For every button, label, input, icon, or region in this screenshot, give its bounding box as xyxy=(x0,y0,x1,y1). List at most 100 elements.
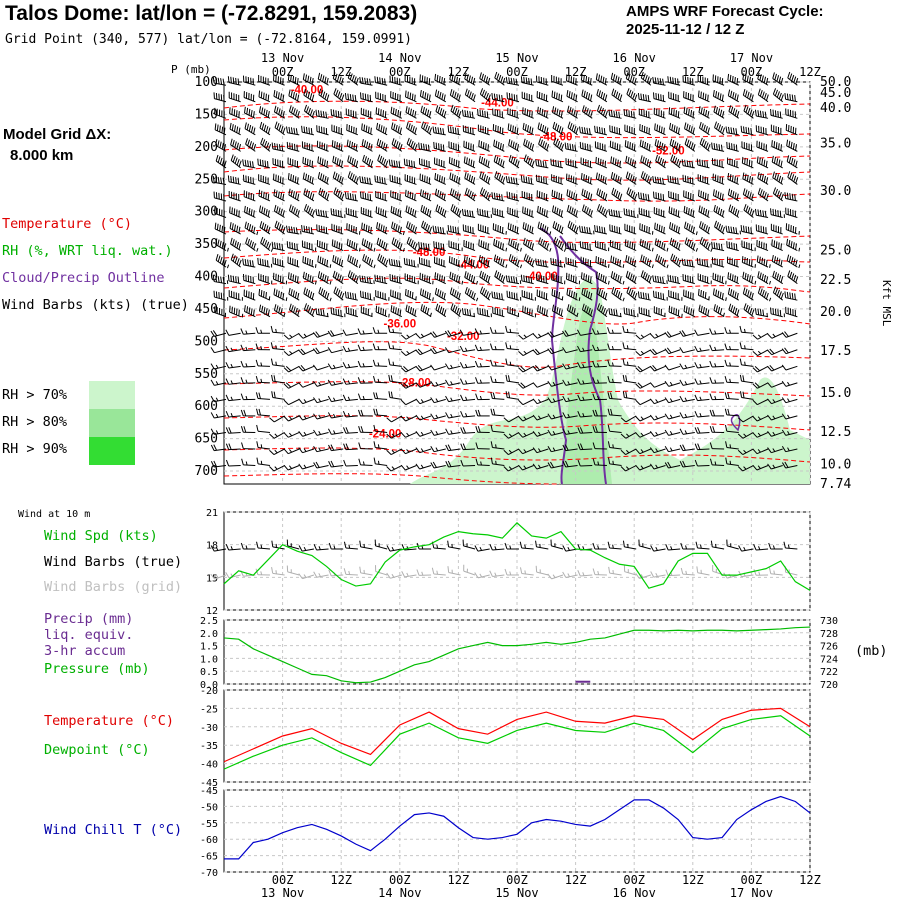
wind-barb xyxy=(532,414,549,421)
wind-barb xyxy=(562,379,578,386)
wind-barb xyxy=(257,158,271,169)
wind-barb xyxy=(770,208,785,218)
wind-barb xyxy=(419,173,432,185)
wind-barb xyxy=(244,205,256,218)
wind-barb xyxy=(273,89,285,103)
wind-barb xyxy=(420,105,432,119)
wind-barb xyxy=(287,256,300,268)
wind-barb xyxy=(518,415,534,422)
pressure-tick-label: 150 xyxy=(195,107,218,122)
wind-barb xyxy=(332,72,344,86)
wind-barb xyxy=(357,393,373,401)
bottom-time-tick-label: 00Z xyxy=(741,873,763,887)
wind-barb xyxy=(302,156,315,169)
wind-barb xyxy=(406,121,417,136)
wind-barb xyxy=(784,192,798,202)
wind-barb xyxy=(522,206,534,218)
wind-barb xyxy=(215,154,227,169)
wind-barb xyxy=(591,328,607,335)
wind-barb xyxy=(298,398,315,405)
wind-barb xyxy=(474,344,490,352)
wind-barb xyxy=(608,109,622,119)
wind-barb xyxy=(357,328,373,335)
wind-barb xyxy=(772,286,784,301)
wind-barb xyxy=(283,365,300,373)
wind-barb-grid xyxy=(386,572,402,579)
wind-barb-10m xyxy=(550,539,564,550)
wind-barb xyxy=(565,74,578,86)
wind-barb xyxy=(679,395,695,403)
wind-barb xyxy=(317,255,332,268)
wind-barb xyxy=(240,426,256,433)
wind-barb xyxy=(740,125,754,136)
wind-barb xyxy=(562,363,578,370)
wind-barb xyxy=(477,223,490,235)
wind-barb xyxy=(724,375,739,384)
wind-barb xyxy=(450,104,462,119)
wind-barb xyxy=(283,382,300,389)
wind-barb xyxy=(551,106,564,119)
wind-barb xyxy=(214,123,227,136)
page-title: Talos Dome: lat/lon = (-72.8291, 159.208… xyxy=(5,2,418,25)
forecast-cycle-label: AMPS WRF Forecast Cycle: xyxy=(626,3,824,20)
wind-barb xyxy=(342,410,358,418)
wind-barb xyxy=(566,189,578,202)
wind-barb xyxy=(287,157,300,169)
wind-barb xyxy=(577,362,593,369)
wind-barb xyxy=(342,378,358,385)
wind-barb xyxy=(523,237,535,251)
wind-barb xyxy=(210,347,227,354)
wind-barb xyxy=(316,125,329,136)
wind-barb xyxy=(610,271,625,285)
height-tick-label: 7.74 xyxy=(820,477,851,492)
wind-barb xyxy=(450,203,462,218)
wind-barb xyxy=(258,205,271,218)
wind-barb xyxy=(270,358,285,367)
pressure-tick-label-right: 722 xyxy=(820,667,838,678)
windchill-panel-tick-label: -50 xyxy=(200,802,218,813)
wind-barb xyxy=(551,75,564,86)
wind-barb xyxy=(342,329,358,336)
wind-barb xyxy=(767,382,783,388)
wind-barb xyxy=(581,89,593,103)
isotherm xyxy=(223,277,811,293)
wind-barb xyxy=(724,343,739,351)
wind-barb xyxy=(343,427,358,434)
wind-barb xyxy=(387,325,402,334)
wind-barb xyxy=(374,274,388,285)
wind-barb xyxy=(259,221,271,235)
wind-barb xyxy=(272,74,285,86)
wind-barb xyxy=(625,171,637,185)
wind-barb-grid xyxy=(753,569,769,576)
wind-barb xyxy=(433,241,446,252)
wind-barb xyxy=(596,104,608,119)
wind-barb xyxy=(725,225,741,235)
wind-barb xyxy=(622,342,637,351)
wind-barb xyxy=(418,142,432,152)
height-tick-label: 30.0 xyxy=(820,184,851,199)
wind-barb xyxy=(400,332,417,340)
wind-barb xyxy=(637,192,651,202)
isotherm-label: -24.00 xyxy=(369,428,402,440)
wind-barb xyxy=(562,460,578,468)
wind-barb xyxy=(532,398,549,405)
wind-barb xyxy=(785,108,798,119)
wind-barb xyxy=(580,256,593,268)
wind-barb xyxy=(272,173,285,185)
wind-barb xyxy=(664,413,681,420)
wind-barb xyxy=(343,443,358,451)
wind-barb xyxy=(359,176,373,185)
wind-barb xyxy=(283,398,300,406)
wind-barb xyxy=(742,188,754,202)
wind-barb xyxy=(786,139,798,152)
wind-barb xyxy=(490,375,505,384)
wind-barb xyxy=(400,382,417,389)
wind-barb xyxy=(784,92,798,103)
wind-barb xyxy=(655,254,669,269)
wind-barb xyxy=(420,204,432,218)
wind-barb xyxy=(607,327,622,334)
wind-barb xyxy=(518,398,534,406)
time-tick-label: 00Z xyxy=(741,65,763,79)
wind-barb xyxy=(664,331,681,338)
wind-barb-10m xyxy=(328,542,344,550)
